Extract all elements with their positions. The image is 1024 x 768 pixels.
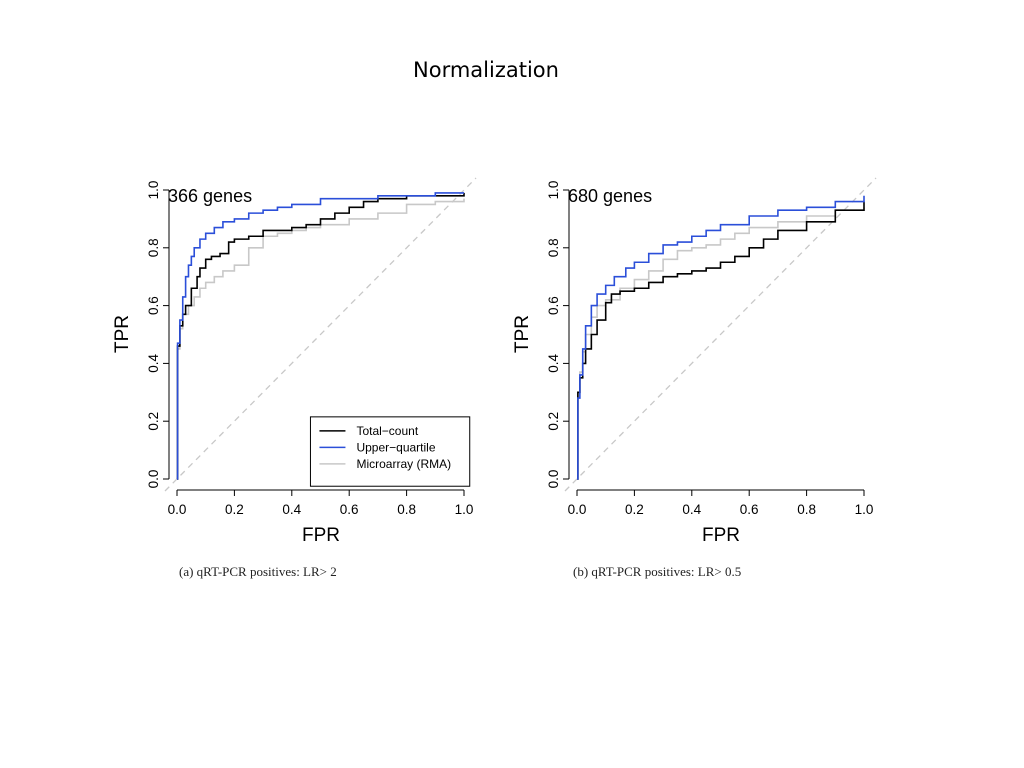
diagonal-reference-line [564,177,877,492]
x-tick-label: 0.8 [397,502,416,517]
y-tick-label: 0.2 [546,412,561,431]
legend-label: Total−count [356,424,418,438]
roc-plot-b: 0.0 0.2 0.4 0.6 0.8 1.0 0.0 0.2 0.4 0.6 0.8 1.0 FPR T… [512,177,877,546]
x-tick-label: 0.0 [168,502,187,517]
roc-plot-a: 0.0 0.2 0.4 0.6 0.8 1.0 0.0 0.2 0.4 0.6 0.8 1.0 FPR T… [112,177,477,546]
gene-count-label: 366 genes [168,186,252,206]
y-tick-label: 0.8 [146,238,161,257]
diagonal-reference-line [164,177,477,492]
y-tick-label: 0.2 [146,412,161,431]
y-axis-title: TPR [512,315,533,353]
y-tick-label: 0.0 [546,470,561,489]
series-line-upper-quartile [577,195,865,480]
roc-chart-b: 0.0 0.2 0.4 0.6 0.8 1.0 0.0 0.2 0.4 0.6 0.8 1.0 FPR T… [500,160,900,546]
y-tick-label: 0.6 [146,296,161,315]
x-tick-label: 0.2 [225,502,244,517]
series-line-microarray-rma- [176,198,465,480]
y-axis-title: TPR [112,315,133,353]
x-tick-label: 0.6 [740,502,759,517]
legend-label: Microarray (RMA) [356,457,451,471]
series-line-upper-quartile [176,192,464,480]
legend-label: Upper−quartile [356,440,435,454]
x-tick-label: 0.2 [625,502,644,517]
gene-count-label: 680 genes [568,186,652,206]
series-line-total-count [577,201,865,480]
x-tick-label: 0.4 [282,502,301,517]
y-tick-label: 1.0 [146,181,161,200]
x-tick-label: 0.6 [340,502,359,517]
legend-box [309,416,471,487]
y-tick-label: 1.0 [546,181,561,200]
roc-chart-a: 0.0 0.2 0.4 0.6 0.8 1.0 0.0 0.2 0.4 0.6 0.8 1.0 FPR T… [100,160,500,546]
slide-title: Normalization [413,58,559,82]
x-tick-label: 0.0 [568,502,587,517]
series-line-microarray-rma- [577,207,865,480]
x-tick-label: 0.4 [682,502,701,517]
x-axis-title: FPR [302,525,340,546]
caption-b: (b) qRT-PCR positives: LR> 0.5 [573,564,742,579]
y-tick-label: 0.4 [146,354,161,373]
x-axis-title: FPR [702,525,740,546]
y-tick-label: 0.6 [546,296,561,315]
x-tick-label: 0.8 [797,502,816,517]
x-tick-label: 1.0 [455,502,474,517]
series-line-total-count [176,192,465,480]
x-tick-label: 1.0 [855,502,874,517]
caption-a: (a) qRT-PCR positives: LR> 2 [179,564,337,579]
y-tick-label: 0.4 [546,354,561,373]
y-tick-label: 0.8 [546,238,561,257]
y-tick-label: 0.0 [146,470,161,489]
